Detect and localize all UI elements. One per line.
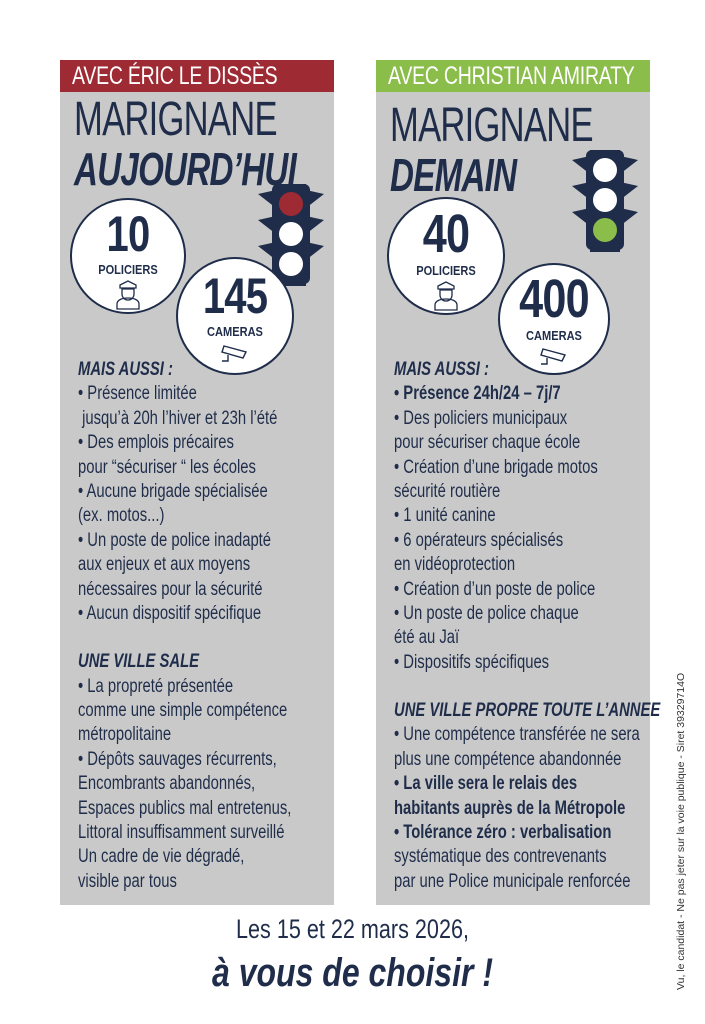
list-item: comme une simple compétence — [78, 700, 288, 722]
list-item: • Présence limitée — [78, 383, 197, 405]
section-heading: MAIS AUSSI : — [394, 359, 489, 380]
list-item: • Dépôts sauvages récurrents, — [78, 748, 277, 770]
camera-label: CAMERAS — [207, 324, 263, 339]
list-item: Espaces publics mal entretenus, — [78, 797, 292, 819]
list-item: • Aucune brigade spécialisée — [78, 480, 268, 502]
list-item: • Des emplois précaires — [78, 432, 234, 454]
police-label: POLICIERS — [98, 262, 158, 277]
candidate-name: AVEC CHRISTIAN AMIRATY — [388, 62, 635, 90]
title-line-1: MARIGNANE — [74, 93, 278, 146]
traffic-light-green-icon — [572, 150, 638, 252]
list-item: été au Jaï — [394, 627, 460, 649]
list-item: • Aucun dispositif spécifique — [78, 602, 262, 624]
police-officer-icon — [434, 281, 458, 311]
list-spacer — [394, 675, 644, 699]
list-item: • Un poste de police inadapté — [78, 529, 272, 551]
cctv-camera-icon — [221, 345, 248, 362]
list-item: en vidéoprotection — [394, 554, 516, 576]
candidate-band-right: AVEC CHRISTIAN AMIRATY — [376, 60, 650, 92]
call-to-action: à vous de choisir ! — [212, 951, 493, 995]
list-item: • Présence 24h/24 – 7j/7 — [394, 383, 561, 405]
camera-label: CAMERAS — [526, 328, 582, 343]
title-line-2: DEMAIN — [390, 149, 517, 201]
list-spacer — [78, 626, 328, 650]
list-item: • Création d’une brigade motos — [394, 456, 598, 478]
list-item: systématique des contrevenants — [394, 846, 607, 868]
candidate-name: AVEC ÉRIC LE DISSÈS — [72, 62, 278, 90]
section-heading: MAIS AUSSI : — [78, 359, 173, 380]
list-item: Littoral insuffisamment surveillé — [78, 822, 285, 844]
list-item: • Tolérance zéro : verbalisation — [394, 822, 612, 844]
panel-today: AVEC ÉRIC LE DISSÈS MARIGNANE AUJOURD’HU… — [60, 60, 334, 905]
section-heading: UNE VILLE SALE — [78, 651, 200, 673]
election-dates: Les 15 et 22 mars 2026, — [236, 914, 469, 944]
list-item: • Dispositifs spécifiques — [394, 651, 550, 673]
section-heading: UNE VILLE PROPRE TOUTE L’ANNEE — [394, 700, 661, 722]
police-count-badge: 40 POLICIERS — [387, 197, 505, 315]
list-item: • Une compétence transférée ne sera — [394, 724, 640, 746]
candidate-band-left: AVEC ÉRIC LE DISSÈS — [60, 60, 334, 92]
list-item: • Un poste de police chaque — [394, 602, 579, 624]
police-count-badge: 10 POLICIERS — [70, 198, 186, 314]
list-item: plus une compétence abandonnée — [394, 748, 622, 770]
camera-count: 400 — [519, 269, 589, 329]
panel-tomorrow: AVEC CHRISTIAN AMIRATY MARIGNANE DEMAIN … — [376, 60, 661, 905]
cctv-camera-icon — [540, 348, 567, 365]
list-item: pour sécuriser chaque école — [394, 432, 581, 454]
camera-count-badge: 145 CAMERAS — [176, 257, 294, 375]
traffic-light-red-icon — [258, 184, 324, 286]
arguments-list-right: MAIS AUSSI : • Présence 24h/24 – 7j/7 • De… — [394, 358, 661, 894]
list-item: par une Police municipale renforcée — [394, 870, 631, 892]
list-item: • Création d’un poste de police — [394, 578, 596, 600]
list-item: • La propreté présentée — [78, 675, 234, 697]
police-count: 40 — [422, 204, 470, 264]
list-item: sécurité routière — [394, 480, 501, 502]
list-item: Encombrants abandonnés, — [78, 773, 256, 795]
list-item: aux enjeux et aux moyens — [78, 554, 251, 576]
list-item: nécessaires pour la sécurité — [78, 578, 263, 600]
title-line-1: MARIGNANE — [390, 99, 594, 152]
camera-count: 145 — [202, 268, 268, 324]
arguments-list-left: MAIS AUSSI : • Présence limitée jusqu’à 2… — [78, 358, 328, 894]
list-item: Un cadre de vie dégradé, — [78, 846, 245, 868]
police-label: POLICIERS — [416, 263, 476, 278]
list-item: • 1 unité canine — [394, 505, 496, 527]
list-item: • La ville sera le relais des — [394, 773, 578, 795]
list-item: métropolitaine — [78, 724, 172, 746]
title-line-2: AUJOURD’HUI — [74, 143, 297, 195]
legal-notice: Vu, le candidat - Ne pas jeter sur la vo… — [675, 672, 687, 990]
camera-count-badge: 400 CAMERAS — [498, 263, 610, 375]
list-item: visible par tous — [78, 870, 177, 892]
list-item: jusqu’à 20h l’hiver et 23h l’été — [78, 407, 278, 429]
police-count: 10 — [106, 206, 151, 262]
list-item: habitants auprès de la Métropole — [394, 797, 626, 819]
list-item: (ex. motos...) — [78, 505, 165, 527]
police-officer-icon — [116, 280, 140, 310]
list-item: pour “sécuriser “ les écoles — [78, 456, 256, 478]
list-item: • Des policiers municipaux — [394, 407, 568, 429]
list-item: • 6 opérateurs spécialisés — [394, 529, 564, 551]
